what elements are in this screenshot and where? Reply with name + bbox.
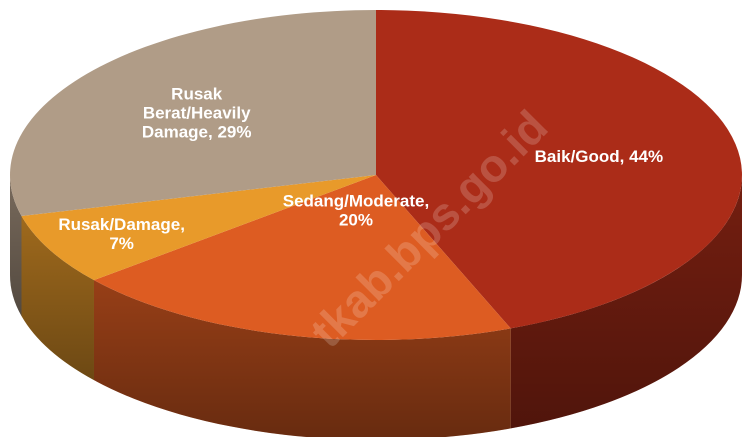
slice-label-line: Damage, 29%: [142, 122, 252, 141]
pie-slice-3: [9, 9, 377, 217]
slice-label-line: 20%: [339, 211, 373, 230]
pie-side-shade-0: [510, 175, 742, 429]
pie-slice-0: [376, 10, 742, 329]
slice-label-line: Sedang/Moderate,: [283, 192, 429, 211]
pie-side-walls: [10, 175, 742, 437]
slice-label-line: Rusak: [171, 84, 223, 103]
pie-side-shade-2: [21, 216, 94, 381]
pie-side-shade-1: [93, 280, 511, 437]
slice-label-line: 7%: [109, 234, 134, 253]
pie-top-faces: [9, 9, 742, 340]
slice-label-0: Baik/Good, 44%: [535, 147, 663, 166]
slice-label-2: Rusak/Damage, 7%: [58, 215, 185, 253]
slice-label-1: Sedang/Moderate, 20%: [283, 192, 429, 230]
slice-label-line: Berat/Heavily: [143, 103, 251, 122]
pie-labels: Baik/Good, 44% Sedang/Moderate, 20% Rusak/D…: [58, 84, 663, 253]
pie-side-shade-3: [10, 175, 22, 317]
pie-slice-1: [93, 175, 511, 340]
slice-label-line: Baik/Good, 44%: [535, 147, 663, 166]
slice-label-line: Rusak/Damage,: [58, 215, 185, 234]
slice-label-3: Rusak Berat/Heavily Damage, 29%: [142, 84, 252, 141]
pie-slice-2: [21, 175, 376, 281]
